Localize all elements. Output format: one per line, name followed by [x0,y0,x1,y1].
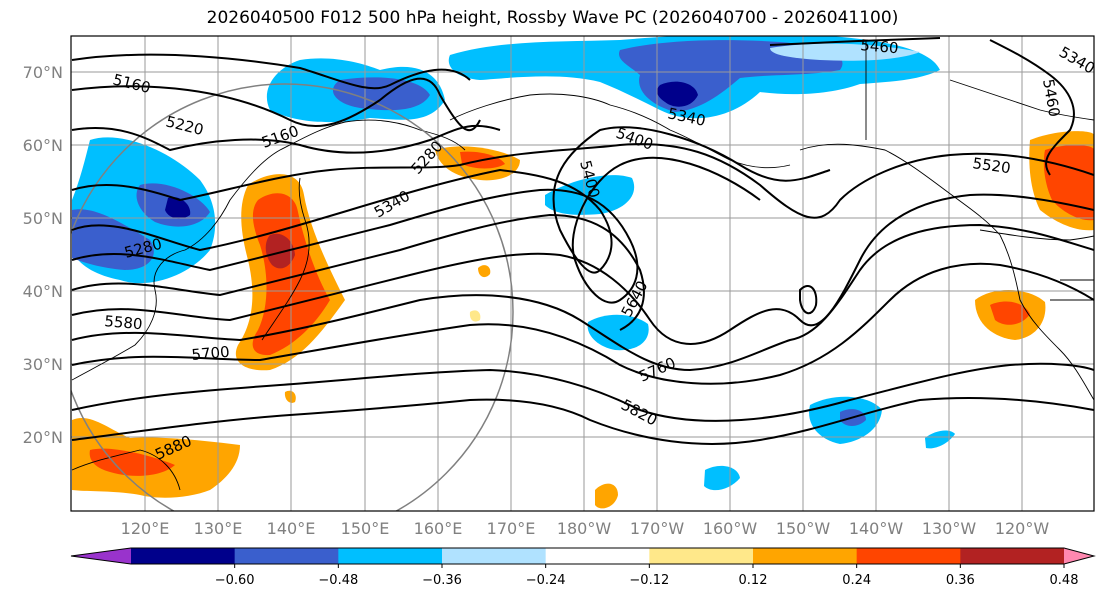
lon-label: 130°W [922,519,977,538]
lon-label: 150°W [776,519,831,538]
colorbar-tick-label: 0.48 [1050,573,1079,588]
colorbar-tick-label: −0.48 [318,573,358,588]
map-background [71,36,1094,511]
colorbar-tick-label: −0.24 [526,573,566,588]
map-layers [71,36,1094,511]
lon-label: 160°E [414,519,463,538]
contour-label: 5580 [104,312,144,333]
lon-label: 130°E [194,519,243,538]
colorbar-segment [131,548,236,564]
lon-label: 120°E [121,519,170,538]
longitude-labels: 120°E 130°E 140°E 150°E 160°E 170°E 180°… [121,519,1050,538]
lat-label: 70°N [23,63,63,82]
lon-label: 140°W [849,519,904,538]
colorbar-tick-label: 0.12 [739,573,768,588]
colorbar-outline [70,547,1096,565]
graticule [71,36,1094,511]
colorbar-segment [960,548,1065,564]
colorbar-segment [234,548,339,564]
colorbar: −0.60 −0.48 −0.36 −0.24 −0.12 0.12 0.24 0.36 0.4… [70,547,1096,588]
lat-label: 30°N [23,355,63,374]
latitude-labels: 70°N 60°N 50°N 40°N 30°N 20°N [23,63,63,447]
positive-anomaly-region [478,265,491,278]
map-title: 2026040500 F012 500 hPa height, Rossby W… [206,8,899,28]
colorbar-segment [649,548,754,564]
colorbar-tick-label: −0.36 [422,573,462,588]
negative-anomaly-region [925,430,955,449]
colorbar-extend-max [1064,548,1094,564]
colorbar-tick-label: −0.12 [629,573,669,588]
negative-anomaly-region [770,43,920,61]
colorbar-segment [545,548,650,564]
lon-label: 170°W [630,519,685,538]
lon-label: 160°W [703,519,758,538]
colorbar-segment [856,548,961,564]
lon-label: 150°E [341,519,390,538]
positive-anomaly-region [89,448,175,476]
colorbar-tick-label: −0.60 [215,573,255,588]
positive-anomaly-region [72,417,240,498]
colorbar-tick-label: 0.24 [842,573,871,588]
lon-label: 140°E [267,519,316,538]
lat-label: 20°N [23,428,63,447]
negative-anomaly-region [587,314,649,351]
negative-anomaly-region [704,465,740,491]
contour-label: 5520 [971,154,1011,177]
positive-anomaly-region [284,390,296,403]
lat-label: 40°N [23,282,63,301]
positive-anomaly-region [990,301,1030,325]
negative-anomaly-region [657,81,698,107]
colorbar-segment [753,548,858,564]
map-frame [70,35,1095,512]
colorbar-segment [338,548,443,564]
positive-anomaly-region [265,233,295,269]
colorbar-segment [442,548,547,564]
colorbar-tick-label: 0.36 [946,573,975,588]
lat-label: 60°N [23,136,63,155]
contour-label: 5700 [191,343,231,364]
height-contours [71,37,1094,445]
colorbar-extend-min [71,548,131,564]
lon-label: 170°E [487,519,536,538]
positive-anomaly-region [595,483,618,509]
lon-label: 120°W [995,519,1050,538]
great-circle-ring [71,83,514,511]
lon-label: 180°W [557,519,612,538]
contour-label: 5460 [860,36,900,57]
positive-anomaly-region [469,310,481,322]
negative-anomaly-region [165,197,191,219]
lat-label: 50°N [23,209,63,228]
